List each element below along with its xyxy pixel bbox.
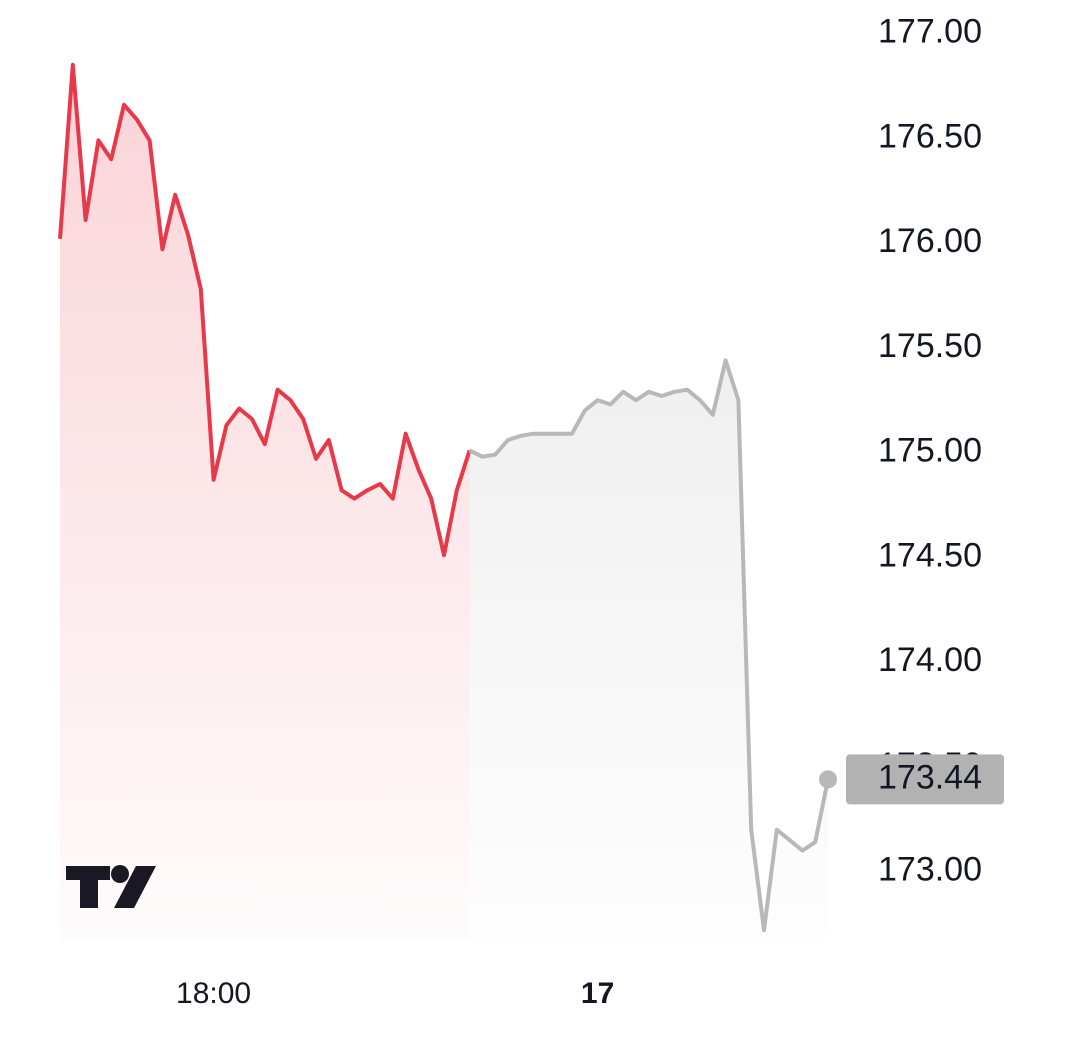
y-tick-label: 175.50 [878,327,982,365]
line [468,358,830,933]
y-tick-label: 174.50 [878,536,982,574]
line [58,62,472,558]
y-tick-label: 175.00 [878,432,982,470]
y-tick-label: 177.00 [878,13,982,51]
area [60,64,470,939]
price-label: 173.44 [878,758,982,796]
y-tick-label: 176.00 [878,222,982,260]
last-point [819,770,837,789]
y-tick-label: 176.50 [878,117,982,155]
x-tick-label: 18:00 [176,977,251,1010]
x-tick-label: 17 [581,977,614,1010]
area [469,360,828,939]
price-tag [846,754,1004,805]
y-tick-label: 173.00 [878,851,982,889]
y-tick-label: 174.00 [878,641,982,679]
